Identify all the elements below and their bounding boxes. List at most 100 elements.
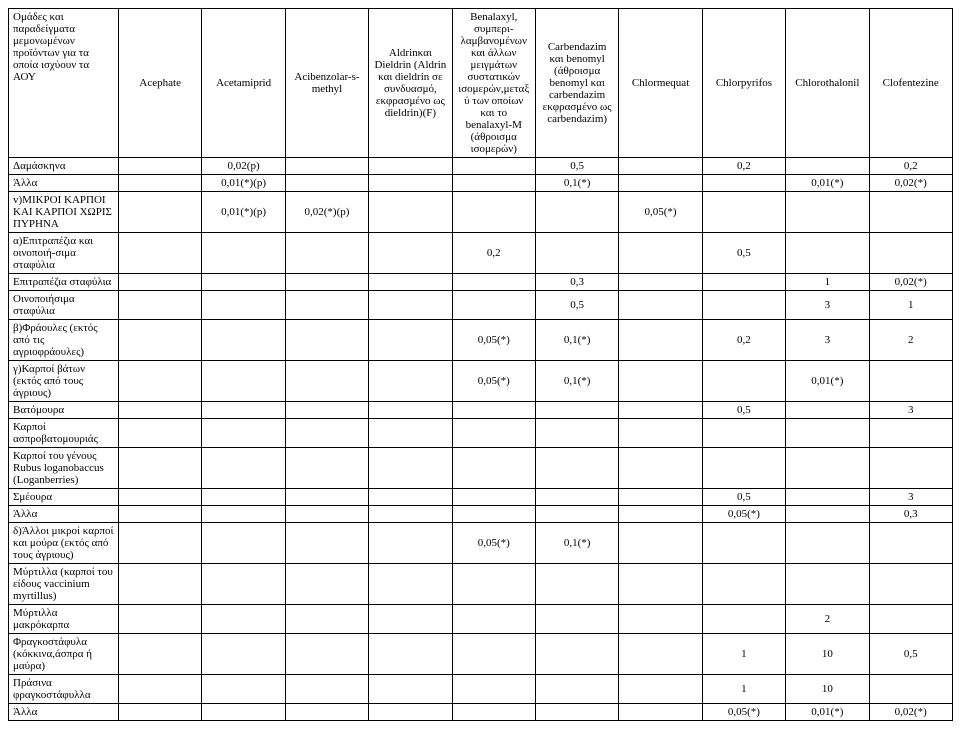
cell: 0,01(*) (786, 361, 869, 402)
row-label: Βατόμουρα (9, 402, 119, 419)
cell (702, 523, 785, 564)
cell (786, 564, 869, 605)
cell (869, 523, 952, 564)
cell (619, 233, 702, 274)
cell: 0,3 (869, 506, 952, 523)
header-row: Ομάδες και παραδείγματα μεμονωμένων προϊ… (9, 9, 953, 158)
cell (285, 634, 368, 675)
cell (285, 448, 368, 489)
cell: 0,2 (452, 233, 535, 274)
cell (619, 704, 702, 721)
cell: 0,5 (702, 402, 785, 419)
row-label: Επιτραπέζια σταφύλια (9, 274, 119, 291)
row-label: v)ΜΙΚΡΟΙ ΚΑΡΠΟΙ ΚΑΙ ΚΑΡΠΟΙ ΧΩΡΙΣ ΠΥΡΗΝΑ (9, 192, 119, 233)
col-header-6: Carbendazim και benomyl (άθροισμα benomy… (535, 9, 618, 158)
cell (452, 175, 535, 192)
cell (202, 634, 285, 675)
cell (285, 489, 368, 506)
table-row: Σμέουρα0,53 (9, 489, 953, 506)
cell (786, 523, 869, 564)
cell: 10 (786, 634, 869, 675)
cell (786, 489, 869, 506)
row-label: Δαμάσκηνα (9, 158, 119, 175)
cell (202, 361, 285, 402)
cell (619, 489, 702, 506)
cell (202, 402, 285, 419)
cell (619, 523, 702, 564)
cell (619, 361, 702, 402)
cell (202, 489, 285, 506)
cell (786, 448, 869, 489)
cell (535, 704, 618, 721)
col-header-5: Benalaxyl, συμπερι-λαμβανομένων και άλλω… (452, 9, 535, 158)
cell (452, 158, 535, 175)
cell (535, 564, 618, 605)
row-label: α)Επιτραπέζια και οινοποιή-σιμα σταφύλια (9, 233, 119, 274)
cell (285, 564, 368, 605)
cell (119, 675, 202, 704)
cell: 0,02(*)(p) (285, 192, 368, 233)
table-row: Επιτραπέζια σταφύλια0,310,02(*) (9, 274, 953, 291)
cell (619, 564, 702, 605)
cell: 0,01(*)(p) (202, 175, 285, 192)
cell (869, 675, 952, 704)
row-label: Καρποί του γένους Rubus loganobaccus (Lo… (9, 448, 119, 489)
cell: 0,1(*) (535, 361, 618, 402)
cell (786, 192, 869, 233)
cell (119, 523, 202, 564)
cell: 0,01(*) (786, 704, 869, 721)
cell: 0,01(*) (786, 175, 869, 192)
cell (702, 291, 785, 320)
row-label: Μύρτιλλα μακρόκαρπα (9, 605, 119, 634)
cell: 3 (869, 402, 952, 419)
cell (535, 675, 618, 704)
cell (285, 675, 368, 704)
row-label: Άλλα (9, 704, 119, 721)
cell (619, 402, 702, 419)
cell (452, 448, 535, 489)
cell (369, 402, 452, 419)
cell (369, 419, 452, 448)
cell (535, 192, 618, 233)
cell (369, 605, 452, 634)
cell: 0,02(*) (869, 704, 952, 721)
col-header-7: Chlormequat (619, 9, 702, 158)
cell (452, 274, 535, 291)
cell (702, 419, 785, 448)
cell (452, 489, 535, 506)
cell (285, 605, 368, 634)
cell (619, 419, 702, 448)
cell (786, 402, 869, 419)
table-row: β)Φράουλες (εκτός από τις αγριοφράουλες)… (9, 320, 953, 361)
cell (869, 233, 952, 274)
cell (369, 523, 452, 564)
cell (369, 233, 452, 274)
cell (619, 634, 702, 675)
cell (202, 506, 285, 523)
cell (702, 192, 785, 233)
cell: 0,05(*) (619, 192, 702, 233)
cell: 3 (786, 291, 869, 320)
cell (369, 675, 452, 704)
cell (285, 274, 368, 291)
cell (869, 419, 952, 448)
cell (285, 320, 368, 361)
cell: 0,1(*) (535, 320, 618, 361)
cell (535, 448, 618, 489)
cell: 10 (786, 675, 869, 704)
cell (535, 634, 618, 675)
cell (452, 634, 535, 675)
cell (619, 605, 702, 634)
col-header-10: Clofentezine (869, 9, 952, 158)
row-label: Άλλα (9, 175, 119, 192)
cell (119, 320, 202, 361)
table-row: Καρποί ασπροβατομουριάς (9, 419, 953, 448)
table-row: v)ΜΙΚΡΟΙ ΚΑΡΠΟΙ ΚΑΙ ΚΑΡΠΟΙ ΧΩΡΙΣ ΠΥΡΗΝΑ 0… (9, 192, 953, 233)
pesticide-limits-table: Ομάδες και παραδείγματα μεμονωμένων προϊ… (8, 8, 953, 721)
cell (452, 675, 535, 704)
table-row: α)Επιτραπέζια και οινοποιή-σιμα σταφύλια… (9, 233, 953, 274)
cell: 2 (869, 320, 952, 361)
table-body: Δαμάσκηνα0,02(p)0,50,20,2Άλλα0,01(*)(p)0… (9, 158, 953, 721)
cell (119, 704, 202, 721)
table-row: Οινοποιήσιμα σταφύλια0,531 (9, 291, 953, 320)
